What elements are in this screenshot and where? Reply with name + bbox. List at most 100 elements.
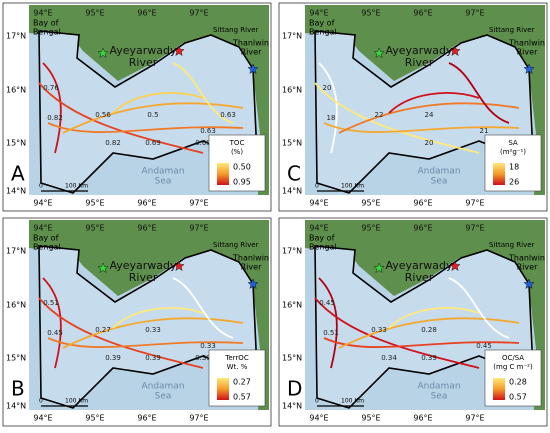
contour: [112, 307, 204, 329]
place-label: River: [405, 271, 434, 284]
legend-max: 0.95: [233, 178, 251, 187]
station-star: [97, 262, 109, 273]
land: [305, 5, 545, 195]
lat-label: 15°N: [6, 139, 26, 148]
scale-label: 100 Km: [341, 183, 364, 190]
legend-title: TerrOC: [224, 354, 249, 362]
lon-label: 97°E: [465, 414, 484, 423]
scale-label: 0: [315, 398, 319, 405]
lon-label: 97°E: [189, 414, 208, 423]
lat-label: 17°N: [6, 32, 26, 41]
place-label: Thanlwin: [508, 39, 545, 48]
contour-label: 0.28: [421, 326, 437, 334]
place-label: Thanlwin: [508, 254, 545, 263]
place-label: Thanlwin: [232, 39, 269, 48]
land: [29, 220, 269, 410]
lat-label: 15°N: [282, 139, 302, 148]
contour-label: 0.82: [105, 139, 121, 147]
lat-label: 15°N: [282, 354, 302, 363]
place-label: Sittang River: [213, 241, 259, 249]
lon-label: 94°E: [309, 414, 328, 423]
lon-label: 95°E: [85, 199, 104, 208]
station-star: [97, 47, 109, 58]
contour-label: 0.63: [200, 127, 216, 135]
lon-label: 96°E: [413, 224, 432, 233]
lat-label: 16°N: [282, 86, 302, 95]
contour: [172, 277, 234, 339]
legend-title: TOC: [229, 139, 245, 147]
contour-label: 18: [327, 114, 336, 122]
place-label: River: [129, 56, 158, 69]
contour: [314, 82, 480, 154]
lon-label: 95°E: [85, 414, 104, 423]
lat-label: 14°N: [6, 187, 26, 196]
map-panel: 0.76 0.82 0.69 0.63 0.56 0.5 0.82 0.69 0.63 17°N 1…: [2, 2, 272, 212]
panel-letter: B: [11, 377, 25, 401]
contour-label: 0.51: [323, 329, 339, 337]
place-label: Bengal: [309, 243, 337, 252]
contour-label: 0.56: [95, 111, 111, 119]
lat-label: 15°N: [6, 354, 26, 363]
contour-label: 0.76: [43, 84, 59, 92]
lon-label: 95°E: [361, 9, 380, 18]
legend: SA(m²g⁻¹) 18 26: [484, 134, 542, 192]
contour-label: 0.45: [319, 299, 335, 307]
legend-colorbar: [493, 163, 505, 185]
lat-label: 17°N: [6, 247, 26, 256]
place-label: Ayeyarwady: [109, 259, 177, 272]
lat-label: 17°N: [282, 247, 302, 256]
legend-max: 0.57: [509, 393, 527, 402]
place-label: Sittang River: [489, 26, 535, 34]
lat-label: 16°N: [6, 301, 26, 310]
contour-label: 0.39: [195, 354, 211, 362]
place-label: Bengal: [33, 28, 61, 37]
place-label: River: [241, 48, 262, 57]
legend-colorbar: [217, 378, 229, 400]
contour-label: 0.33: [371, 326, 387, 334]
legend-title: SA: [508, 139, 518, 147]
contour-label: 20: [425, 139, 434, 147]
station-star: [173, 260, 185, 271]
contour: [47, 337, 244, 348]
lon-label: 97°E: [465, 224, 484, 233]
legend-title: Wt. %: [227, 363, 248, 371]
contour: [318, 62, 338, 154]
lon-label: 96°E: [413, 9, 432, 18]
contour: [388, 92, 480, 114]
station-star: [523, 278, 535, 289]
contour-label: 0.34: [381, 354, 397, 362]
place-label: River: [241, 263, 262, 272]
lon-label: 94°E: [33, 414, 52, 423]
contour: [42, 277, 62, 369]
contour-label: 0.69: [145, 139, 161, 147]
lon-label: 94°E: [33, 199, 52, 208]
contour: [38, 82, 204, 154]
place-label: Bay of: [33, 19, 59, 28]
land: [29, 5, 269, 195]
scale-label: 0: [39, 398, 43, 405]
panel-letter: D: [287, 377, 302, 401]
contour: [38, 297, 204, 369]
contour: [448, 62, 510, 124]
legend-title: (mg C m⁻²): [493, 363, 533, 371]
lon-label: 95°E: [85, 224, 104, 233]
place-label: Sea: [155, 177, 172, 187]
place-label: Sittang River: [489, 241, 535, 249]
lon-label: 94°E: [309, 9, 328, 18]
lon-label: 94°E: [33, 224, 52, 233]
contour: [42, 62, 62, 154]
contour: [338, 317, 520, 349]
contour-label: 21: [480, 127, 489, 135]
lon-label: 97°E: [465, 9, 484, 18]
lat-label: 16°N: [6, 86, 26, 95]
lon-label: 96°E: [137, 414, 156, 423]
lon-label: 95°E: [85, 9, 104, 18]
place-label: Sittang River: [213, 26, 259, 34]
contour: [62, 102, 244, 134]
contour: [338, 102, 520, 134]
lon-label: 96°E: [137, 224, 156, 233]
place-label: Ayeyarwady: [109, 44, 177, 57]
place-label: Sea: [155, 392, 172, 402]
place-label: Sea: [431, 392, 448, 402]
